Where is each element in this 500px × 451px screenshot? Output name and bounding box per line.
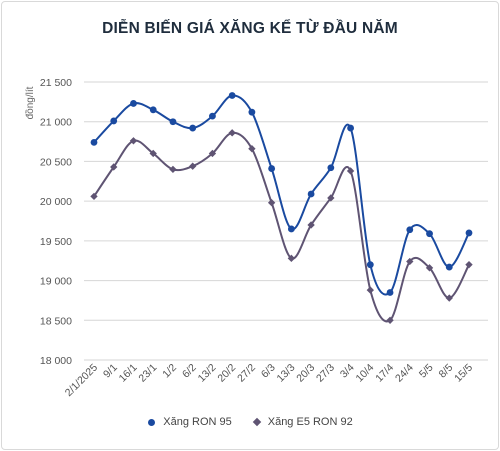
data-point-ron95 [130, 100, 137, 107]
data-point-e5-ron92 [425, 264, 434, 272]
x-tick-label: 23/1 [136, 362, 159, 385]
x-tick-label: 5/5 [417, 362, 436, 381]
data-point-e5-ron92 [366, 286, 374, 294]
y-tick-label: 20 000 [40, 196, 72, 208]
data-point-ron95 [110, 117, 118, 125]
y-tick-label: 19 500 [40, 236, 72, 248]
data-point-ron95 [347, 124, 354, 132]
data-point-ron95 [386, 289, 394, 296]
x-tick-label: 1/2 [160, 362, 179, 381]
x-tick-label: 27/3 [314, 362, 337, 385]
data-point-ron95 [287, 225, 295, 233]
legend-marker-diamond-icon [252, 417, 262, 427]
data-point-ron95 [248, 108, 256, 116]
data-point-e5-ron92 [307, 221, 315, 229]
data-point-e5-ron92 [327, 194, 335, 202]
data-point-e5-ron92 [445, 294, 453, 302]
x-tick-label: 13/3 [275, 362, 298, 385]
legend-label-ron95: Xăng RON 95 [163, 416, 232, 428]
data-point-ron95 [90, 138, 98, 146]
y-tick-label: 21 500 [40, 77, 72, 89]
legend-label-e5-ron92: Xăng E5 RON 92 [267, 416, 353, 428]
data-point-ron95 [426, 230, 433, 238]
data-point-ron95 [465, 229, 473, 237]
data-point-e5-ron92 [346, 167, 355, 175]
data-point-e5-ron92 [465, 261, 473, 269]
data-point-e5-ron92 [287, 254, 296, 263]
data-point-e5-ron92 [406, 257, 414, 266]
x-tick-label: 15/5 [452, 362, 475, 385]
x-tick-label: 20/2 [215, 362, 238, 385]
data-point-e5-ron92 [189, 162, 197, 170]
legend-marker-circle-icon [147, 417, 157, 427]
data-point-ron95 [307, 190, 315, 198]
y-tick-label: 18 500 [40, 315, 72, 327]
x-tick-label: 2/1/2025 [63, 362, 100, 399]
data-point-e5-ron92 [149, 149, 157, 158]
chart-legend: Xăng RON 95 Xăng E5 RON 92 [0, 416, 500, 428]
data-point-e5-ron92 [169, 165, 177, 174]
x-tick-label: 16/1 [117, 362, 140, 385]
data-point-ron95 [445, 263, 453, 271]
data-point-ron95 [169, 118, 177, 126]
data-point-ron95 [406, 226, 414, 234]
x-tick-label: 10/4 [354, 362, 377, 385]
x-tick-label: 24/4 [393, 362, 416, 385]
data-point-ron95 [366, 261, 374, 269]
data-point-e5-ron92 [90, 192, 98, 201]
data-point-ron95 [228, 92, 236, 99]
data-point-e5-ron92 [386, 316, 394, 324]
data-point-e5-ron92 [110, 163, 118, 171]
x-tick-label: 13/2 [196, 362, 219, 385]
data-point-e5-ron92 [267, 199, 276, 207]
legend-item-ron95: Xăng RON 95 [147, 416, 232, 428]
data-point-e5-ron92 [228, 129, 236, 137]
y-axis-label: đồng/lít [24, 86, 36, 119]
y-tick-label: 19 000 [40, 276, 72, 288]
data-point-ron95 [149, 106, 157, 114]
x-tick-label: 20/3 [294, 362, 317, 385]
chart-title: DIỄN BIẾN GIÁ XĂNG KỂ TỪ ĐẦU NĂM [102, 20, 398, 37]
legend-item-e5-ron92: Xăng E5 RON 92 [252, 416, 353, 428]
data-point-ron95 [209, 112, 216, 120]
series-line-e5-ron92 [93, 131, 470, 323]
data-point-ron95 [327, 164, 335, 172]
y-tick-label: 20 500 [40, 156, 72, 168]
data-point-ron95 [189, 124, 197, 132]
y-tick-label: 18 000 [40, 355, 72, 367]
x-tick-label: 27/2 [235, 362, 258, 385]
data-point-ron95 [268, 165, 276, 172]
y-tick-label: 21 000 [40, 117, 72, 129]
x-tick-label: 17/4 [373, 362, 396, 385]
series-line-ron95 [93, 94, 470, 296]
